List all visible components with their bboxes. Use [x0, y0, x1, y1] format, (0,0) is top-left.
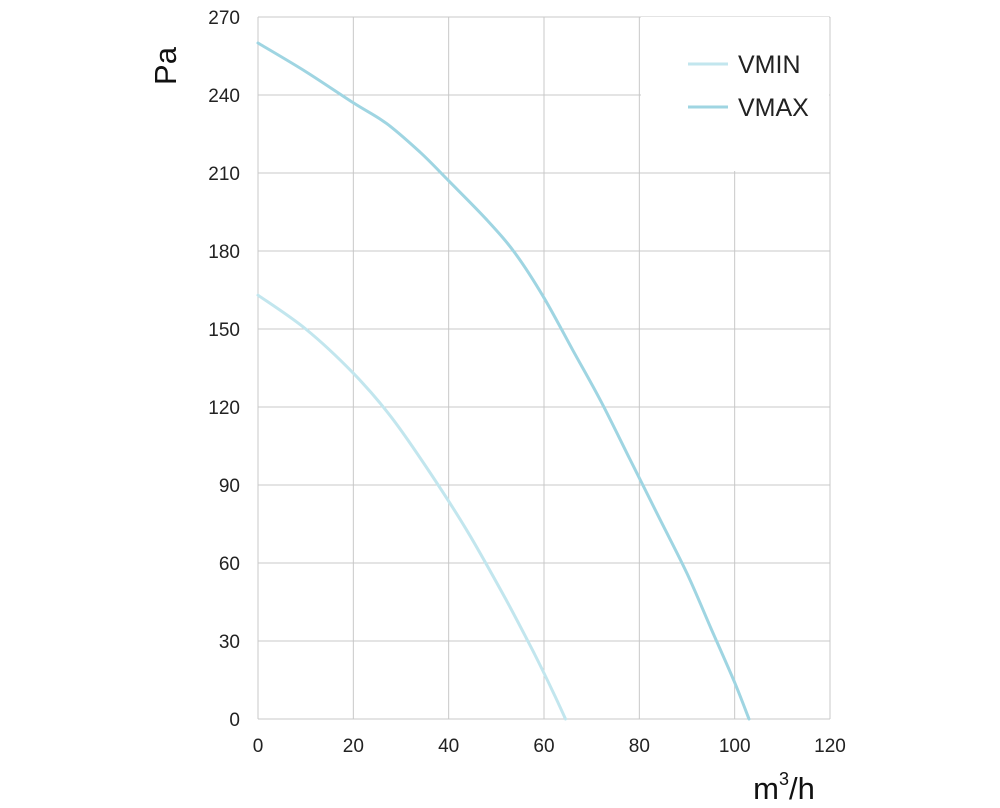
y-tick-label: 0: [229, 710, 240, 731]
x-tick-label: 20: [343, 736, 364, 757]
x-tick-label: 40: [438, 736, 459, 757]
y-axis-title: Pa: [148, 46, 183, 85]
x-tick-label: 100: [719, 736, 751, 757]
legend-backdrop-rect: [641, 17, 829, 171]
y-tick-label: 150: [208, 320, 240, 341]
x-axis-title-base: m: [753, 771, 779, 806]
legend-backdrop: [641, 17, 829, 171]
x-tick-label: 60: [533, 736, 554, 757]
y-tick-label: 30: [219, 632, 240, 653]
legend: VMIN VMAX: [688, 51, 809, 122]
series-lines: [256, 41, 751, 721]
y-tick-label: 60: [219, 554, 240, 575]
legend-label-vmin: VMIN: [738, 51, 801, 79]
x-axis-title: m3/h: [753, 769, 815, 806]
y-tick-label: 210: [208, 164, 240, 185]
y-tick-label: 90: [219, 476, 240, 497]
y-tick-label: 240: [208, 86, 240, 107]
y-tick-label: 270: [208, 8, 240, 29]
x-tick-label: 120: [814, 736, 846, 757]
series-line-vmin: [256, 293, 567, 721]
y-tick-label: 180: [208, 242, 240, 263]
tick-labels: 0 20 40 60 80 100 120 0 30 60 90 120 150 180 210 240 270: [208, 8, 846, 757]
x-axis-title-sup: 3: [779, 769, 789, 789]
legend-label-vmax: VMAX: [738, 94, 809, 122]
x-tick-label: 80: [629, 736, 650, 757]
x-axis-title-tail: /h: [789, 771, 815, 806]
y-tick-label: 120: [208, 398, 240, 419]
series-line-vmax: [256, 41, 751, 721]
x-tick-label: 0: [253, 736, 264, 757]
